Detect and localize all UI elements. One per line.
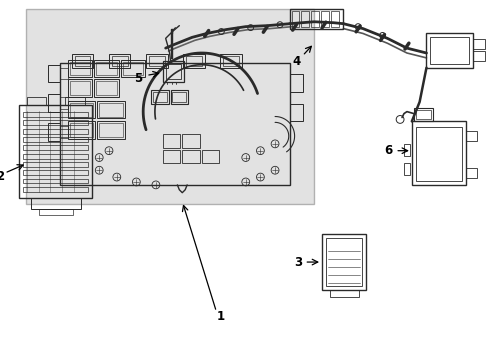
Bar [68,60,92,77]
Bar [121,60,145,77]
Bar [72,54,93,68]
Text: 5: 5 [134,72,142,85]
Bar [68,121,95,139]
Bar [23,179,88,183]
Bar [415,127,461,181]
Bar [320,11,328,27]
Bar [31,198,81,209]
Bar [186,56,202,66]
Bar [403,163,409,175]
Bar [68,80,92,97]
Bar [23,162,88,167]
Bar [151,90,168,104]
Bar [165,64,181,80]
Bar [94,80,119,97]
Bar [403,144,409,156]
Bar [23,187,88,192]
Bar [330,11,338,27]
Bar [202,150,219,163]
Bar [183,54,204,68]
Bar [23,170,88,175]
Bar [48,94,60,112]
Bar [172,92,186,102]
Bar [48,65,60,82]
Bar [60,68,68,80]
Bar [426,33,472,68]
Bar [153,92,166,102]
Text: 1: 1 [216,310,224,323]
Bar [289,104,303,121]
Bar [27,97,46,105]
Bar [26,9,313,204]
Bar [415,110,430,120]
Bar [149,56,164,66]
Bar [23,112,88,117]
Text: 3: 3 [294,256,302,269]
Bar [96,81,117,95]
Bar [75,56,90,66]
Bar [23,154,88,158]
Text: 2: 2 [0,170,4,183]
Text: 6: 6 [384,144,392,157]
Bar [112,56,127,66]
Bar [23,129,88,134]
Bar [94,60,119,77]
Text: 4: 4 [292,55,300,68]
Bar [220,54,242,68]
Bar [19,105,92,198]
Bar [96,62,117,76]
Bar [60,97,68,109]
Bar [70,123,93,137]
Bar [163,61,184,82]
Bar [465,131,476,141]
Bar [70,62,90,76]
Bar [70,81,90,95]
Bar [472,39,484,49]
Bar [99,123,122,137]
Bar [182,134,200,148]
Bar [122,62,143,76]
Bar [23,120,88,125]
Bar [413,108,432,121]
Bar [411,121,465,185]
Bar [223,56,239,66]
Bar [465,168,476,178]
Bar [321,234,365,291]
Bar [325,238,361,287]
Bar [109,54,130,68]
Bar [310,11,318,27]
Bar [39,209,73,215]
Bar [289,75,303,92]
Bar [60,126,68,138]
Bar [68,101,95,118]
Bar [472,51,484,61]
Bar [291,11,299,27]
Bar [163,134,180,148]
Bar [289,9,343,28]
Bar [48,123,60,141]
Bar [99,103,122,117]
Bar [170,90,188,104]
Bar [329,291,358,297]
Bar [97,121,124,139]
Bar [23,137,88,142]
Bar [65,97,84,105]
Bar [146,54,167,68]
Bar [182,150,200,163]
Bar [301,11,308,27]
Bar [429,37,468,64]
Bar [97,101,124,118]
Bar [70,103,93,117]
Bar [163,150,180,163]
Bar [60,63,289,185]
Bar [23,145,88,150]
